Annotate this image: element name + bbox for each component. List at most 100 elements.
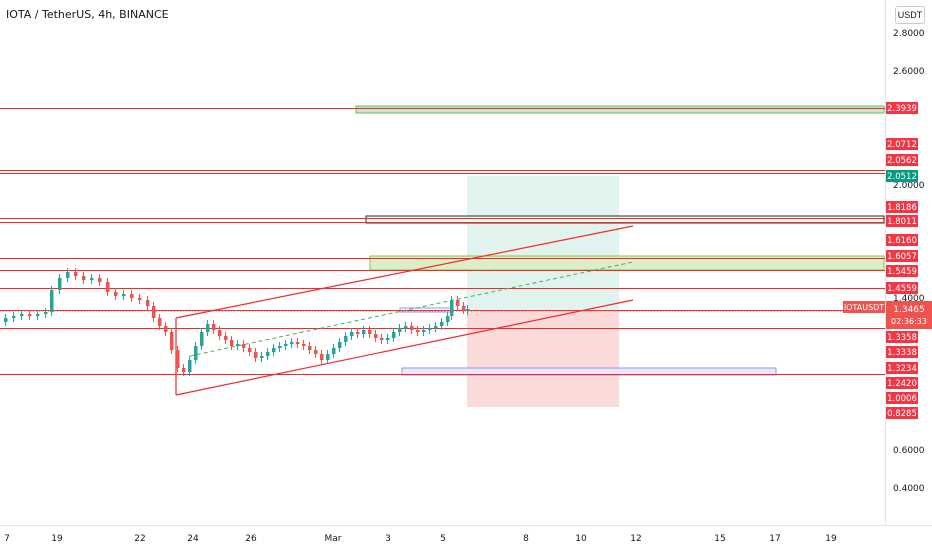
candle-body (422, 330, 426, 332)
time-axis-label: 19 (51, 534, 63, 544)
candle-body (158, 318, 162, 326)
support-box (401, 367, 777, 376)
candle-body (302, 344, 306, 346)
level-price-label: 1.6160 (887, 236, 917, 246)
candle-body (50, 290, 54, 312)
price-axis-label: 2.0000 (893, 181, 925, 191)
level-price-label: 1.8186 (887, 203, 917, 213)
price-axis-label: 1.4000 (893, 294, 925, 304)
target-zone (467, 176, 619, 311)
candle-body (374, 334, 378, 338)
time-axis-label: Mar (325, 534, 342, 544)
candle-body (170, 332, 174, 350)
level-price-tag (886, 362, 918, 374)
candle-body (152, 306, 156, 318)
candle-body (320, 354, 324, 360)
candle-body (98, 278, 102, 282)
time-axis-label: 19 (825, 534, 837, 544)
time-axis-label: 26 (245, 534, 257, 544)
candle-body (20, 314, 24, 316)
resistance-zone-2 (365, 215, 885, 224)
channel-upper-line (175, 225, 634, 319)
candle-body (66, 272, 70, 278)
candle-body (308, 346, 312, 350)
time-axis-label: 3 (385, 534, 391, 544)
resistance-zone-1 (355, 105, 885, 114)
level-price-label: 1.4559 (887, 284, 917, 294)
candle-body (428, 328, 432, 330)
price-axis: 2.8000 2.6000 2.0000 1.4000 0.6000 0.4000 (893, 29, 925, 494)
candle-body (362, 330, 366, 334)
candle-body (332, 348, 336, 354)
candle-body (224, 336, 228, 340)
candle-body (326, 354, 330, 360)
time-axis-label: 15 (714, 534, 725, 544)
candle-body (44, 312, 48, 314)
level-price-tag (886, 407, 918, 419)
time-axis-label: 10 (575, 534, 587, 544)
candle-body (236, 344, 240, 346)
candle-body (206, 324, 210, 332)
candle-body (338, 342, 342, 348)
level-price-label: 1.3358 (887, 333, 917, 343)
level-price-label: 2.0512 (887, 172, 917, 182)
candle-body (90, 278, 94, 280)
candle-body (272, 348, 276, 352)
candle-body (290, 342, 294, 344)
level-price-tag (886, 234, 918, 246)
candle-body (82, 276, 86, 280)
candlestick-series (4, 268, 470, 376)
level-price-label: 2.0712 (887, 140, 917, 150)
candle-body (146, 300, 150, 306)
time-axis-label: 5 (440, 534, 446, 544)
candle-body (218, 330, 222, 336)
level-price-tag (886, 346, 918, 358)
candle-body (434, 326, 438, 328)
level-price-label: 1.3338 (887, 348, 917, 358)
candle-body (278, 346, 282, 348)
candle-body (466, 309, 470, 311)
candle-body (106, 282, 110, 292)
level-price-tag (886, 331, 918, 343)
candle-body (194, 346, 198, 360)
level-price-tag (886, 265, 918, 277)
candle-body (176, 350, 180, 368)
channel-midline (189, 261, 634, 357)
candle-body (386, 338, 390, 340)
level-price-tag (886, 154, 918, 166)
candle-body (440, 322, 444, 326)
candle-body (266, 352, 270, 356)
candle-body (462, 306, 466, 310)
candle-body (446, 316, 450, 322)
level-price-label: 2.3939 (887, 104, 917, 114)
candle-body (456, 300, 460, 306)
price-axis-label: 2.8000 (893, 29, 925, 39)
candle-body (260, 356, 264, 358)
candle-body (74, 272, 78, 276)
level-price-labels: 2.3939 2.0712 2.0562 2.0512 1.8186 1.8011 1.61… (886, 102, 918, 419)
candle-body (130, 294, 134, 298)
currency-button[interactable]: USDT (895, 6, 925, 24)
level-price-label: 1.6057 (887, 252, 917, 262)
level-lines (0, 108, 885, 375)
level-price-tag (886, 215, 918, 227)
candle-body (450, 300, 454, 316)
stop-zone (467, 311, 619, 407)
candle-body (410, 326, 414, 330)
candle-body (284, 344, 288, 346)
level-price-tag (886, 392, 918, 404)
level-price-label: 1.5459 (887, 267, 917, 277)
price-axis-label: 0.6000 (893, 446, 925, 456)
level-price-tag (886, 138, 918, 150)
candle-body (368, 330, 372, 334)
time-axis-label: 24 (187, 534, 199, 544)
price-axis-label: 2.6000 (893, 67, 925, 77)
time-axis-label: 8 (523, 534, 529, 544)
level-price-tag (886, 377, 918, 389)
candle-body (356, 332, 360, 334)
candle-body (4, 318, 8, 322)
candle-body (314, 350, 318, 354)
level-price-tag (886, 170, 918, 182)
